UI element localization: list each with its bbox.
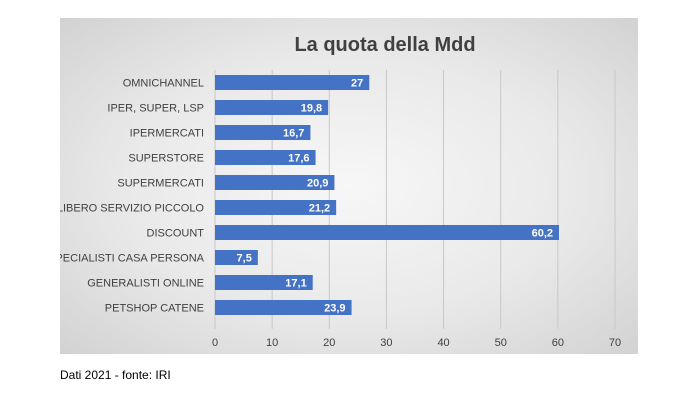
- data-label: 17,1: [285, 278, 306, 290]
- category-label: DISCOUNT: [147, 228, 205, 240]
- bars: [215, 75, 559, 315]
- category-label: SUPERSTORE: [128, 153, 204, 165]
- x-tick-label: 30: [380, 337, 392, 349]
- bar: [215, 125, 311, 140]
- x-tick-label: 20: [323, 337, 335, 349]
- data-label: 16,7: [283, 128, 304, 140]
- data-label: 19,8: [301, 103, 322, 115]
- bar: [215, 150, 316, 165]
- category-label: GENERALISTI ONLINE: [87, 278, 204, 290]
- category-label: PETSHOP CATENE: [105, 303, 204, 315]
- bar: [215, 175, 335, 190]
- category-label: LIBERO SERVIZIO PICCOLO: [60, 203, 204, 215]
- category-labels: OMNICHANNEL IPER, SUPER, LSP IPERMERCATI SU…: [60, 78, 205, 315]
- bar: [215, 250, 258, 265]
- data-label: 20,9: [307, 178, 328, 190]
- data-label: 21,2: [309, 203, 330, 215]
- category-label: SUPERMERCATI: [117, 178, 204, 190]
- chart-panel: La quota della Mdd OMNICHANNEL IPER, SUPE…: [60, 18, 638, 354]
- bar: [215, 225, 559, 240]
- x-tick-label: 40: [437, 337, 449, 349]
- bar: [215, 200, 337, 215]
- bar: [215, 100, 329, 115]
- data-label: 27: [351, 78, 363, 90]
- data-label: 60,2: [532, 228, 553, 240]
- data-labels: 27 19,8 16,7 17,6 20,9 21,2 60,2 7,5 17,1 23,9: [237, 78, 553, 315]
- x-tick-label: 50: [495, 337, 507, 349]
- x-tick-label: 60: [552, 337, 564, 349]
- category-label: OMNICHANNEL: [123, 78, 204, 90]
- category-label: IPERMERCATI: [130, 128, 204, 140]
- footnote: Dati 2021 - fonte: IRI: [60, 368, 171, 382]
- bar: [215, 75, 370, 90]
- x-tick-label: 10: [266, 337, 278, 349]
- x-tick-label: 70: [609, 337, 621, 349]
- category-label: SPECIALISTI CASA PERSONA: [60, 253, 205, 265]
- bar: [215, 300, 352, 315]
- x-tick-label: 0: [212, 337, 218, 349]
- data-label: 17,6: [288, 153, 309, 165]
- category-label: IPER, SUPER, LSP: [107, 103, 204, 115]
- bar-chart: La quota della Mdd OMNICHANNEL IPER, SUPE…: [60, 34, 621, 349]
- bar: [215, 275, 313, 290]
- x-axis-ticks: 0 10 20 30 40 50 60 70: [212, 337, 621, 349]
- data-label: 23,9: [324, 303, 345, 315]
- chart-title: La quota della Mdd: [294, 34, 475, 56]
- data-label: 7,5: [237, 253, 252, 265]
